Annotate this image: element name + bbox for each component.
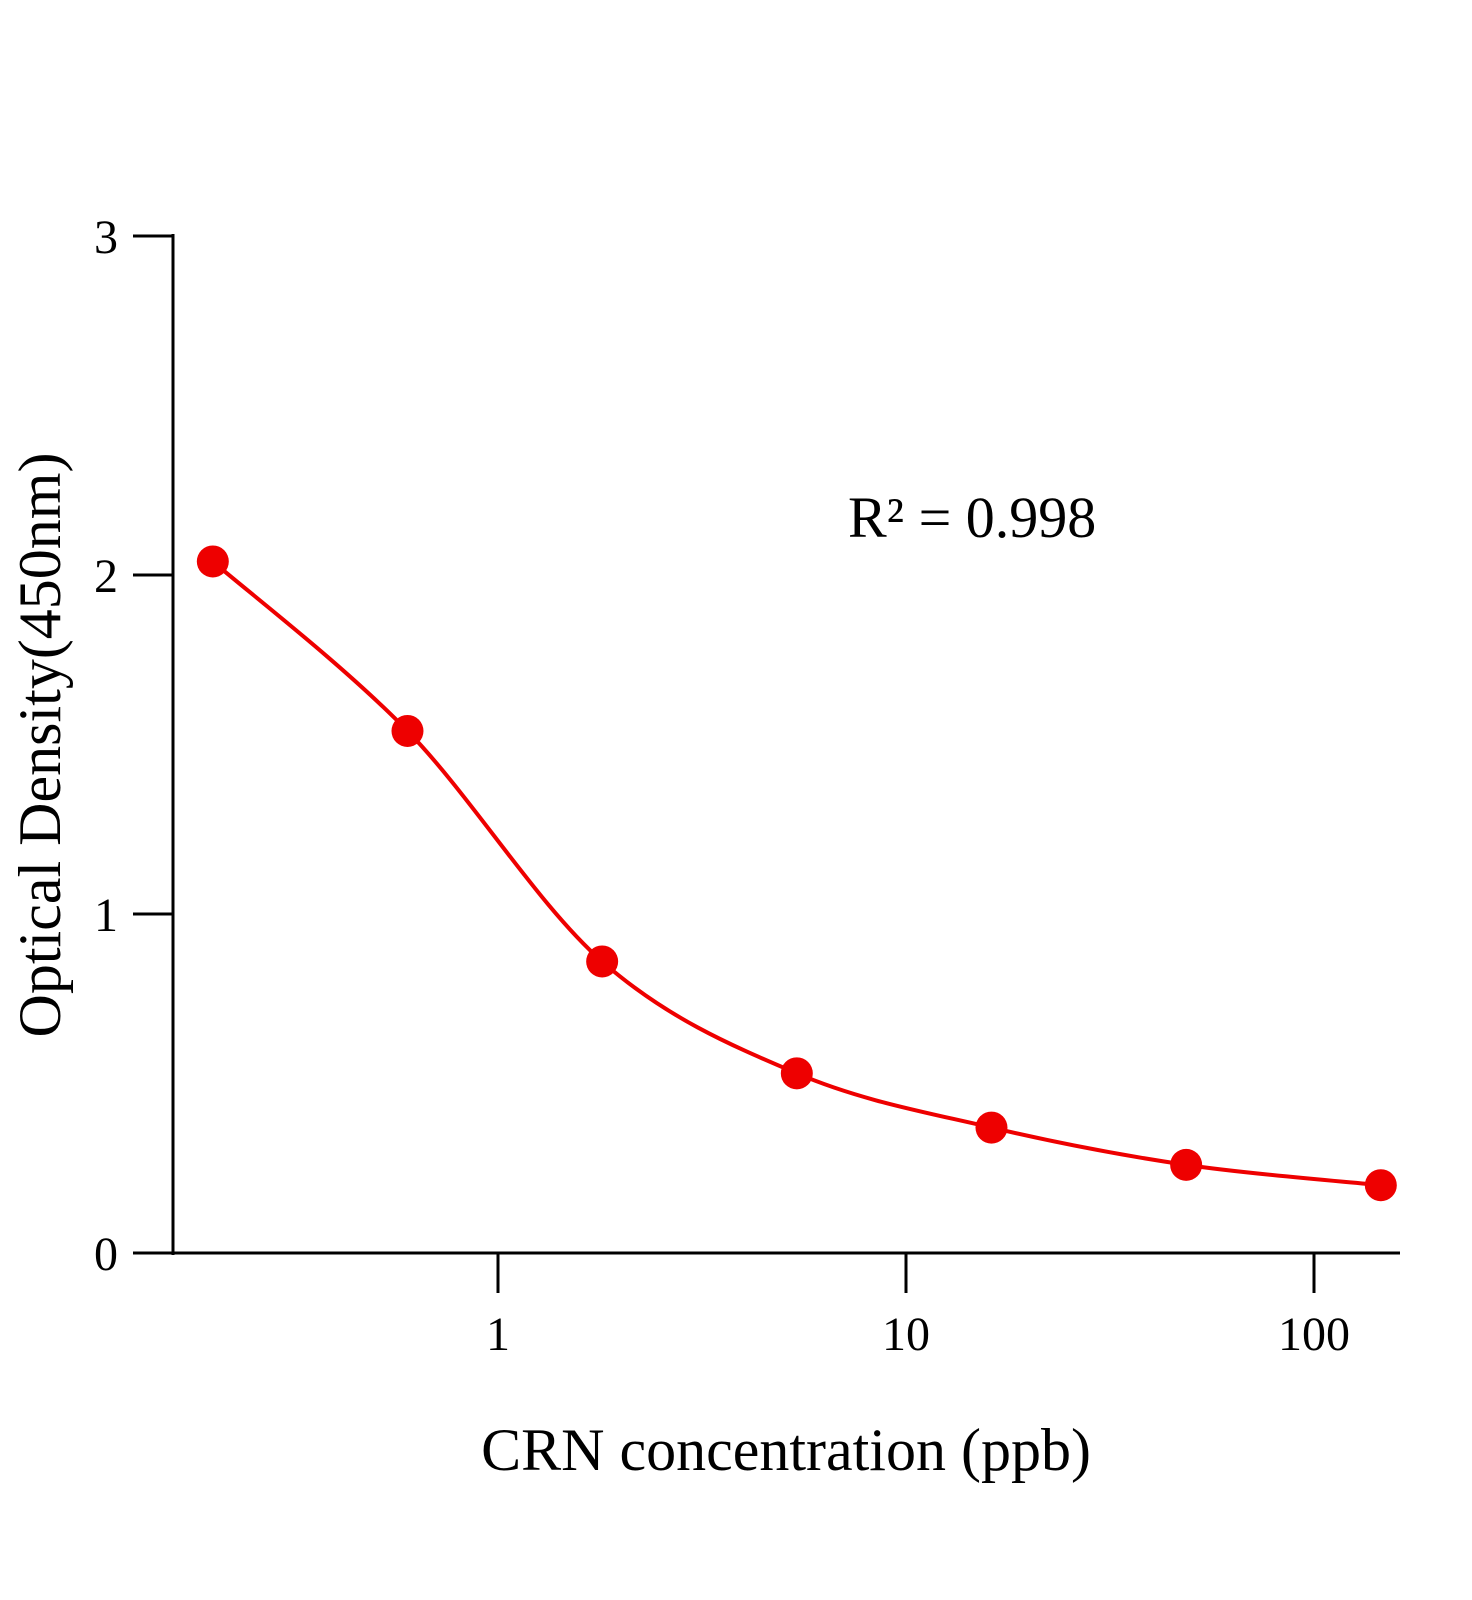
y-tick-label: 2 [94,550,118,603]
x-tick-label: 100 [1278,1308,1350,1361]
data-point [1170,1148,1203,1181]
y-tick-label: 3 [94,211,118,264]
data-point [780,1057,813,1090]
x-tick-label: 1 [486,1308,510,1361]
data-point [391,714,424,747]
data-points [196,545,1397,1202]
y-tick-label: 1 [94,889,118,942]
x-tick-label: 10 [882,1308,930,1361]
y-axis-title: Optical Density(450nm) [7,453,73,1038]
x-ticks: 1 10 100 [486,1253,1350,1361]
data-point [975,1111,1008,1144]
data-point [196,545,229,578]
data-point [586,945,619,978]
axes [133,234,1400,1255]
r-squared-annotation: R² = 0.998 [848,485,1096,550]
y-tick-label: 0 [94,1228,118,1281]
x-axis-title: CRN concentration (ppb) [481,1417,1091,1483]
data-point [1364,1169,1397,1202]
y-ticks: 0 1 2 3 [94,211,173,1281]
fitted-curve [211,559,1382,1188]
